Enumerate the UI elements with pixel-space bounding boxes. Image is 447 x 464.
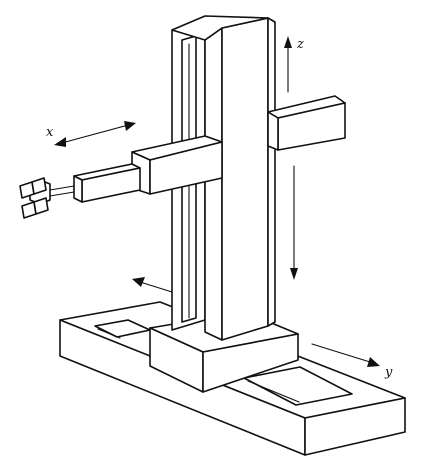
y-axis-label: y	[384, 365, 393, 380]
z-axis-arrow-up	[284, 36, 292, 93]
y-axis-arrow-forward	[311, 343, 380, 367]
x-axis-arrow	[54, 121, 136, 147]
vertical-mast	[171, 15, 276, 341]
x-axis-label: x	[46, 125, 54, 140]
gripper	[19, 177, 51, 219]
z-axis-label: z	[296, 37, 304, 52]
z-axis-arrow-down	[290, 165, 298, 280]
y-axis-arrow-back	[132, 277, 173, 293]
x-arm	[49, 95, 346, 203]
